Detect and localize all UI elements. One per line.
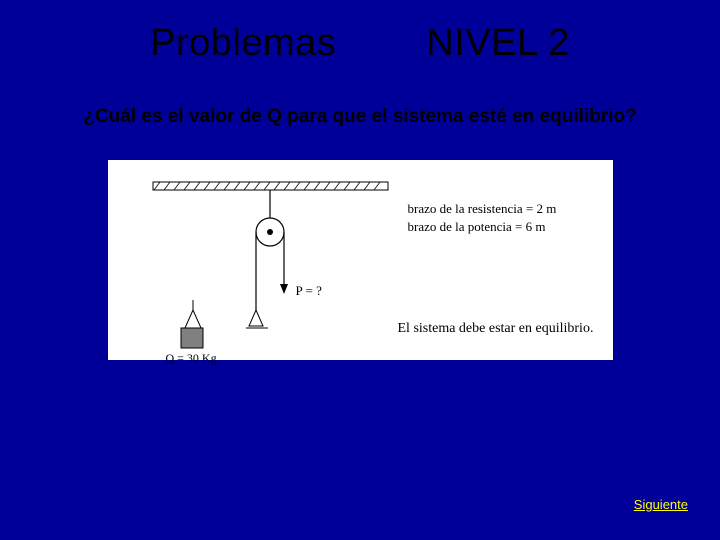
label-p: P = ?: [296, 282, 322, 300]
physics-figure: brazo de la resistencia = 2 m brazo de l…: [108, 160, 613, 360]
title-left: Problemas: [150, 22, 336, 65]
label-arm-power: brazo de la potencia = 6 m: [408, 218, 546, 236]
next-link[interactable]: Siguiente: [634, 497, 688, 512]
label-arm-resistance: brazo de la resistencia = 2 m: [408, 200, 557, 218]
question-text: ¿Cuál es el valor de Q para que el siste…: [0, 105, 720, 160]
title-right: NIVEL 2: [426, 22, 570, 65]
label-equilibrium: El sistema debe estar en equilibrio.: [398, 320, 594, 339]
title-row: Problemas NIVEL 2: [0, 0, 720, 105]
figure-container: brazo de la resistencia = 2 m brazo de l…: [0, 160, 720, 360]
label-q: Q = 30 Kg: [166, 350, 217, 366]
